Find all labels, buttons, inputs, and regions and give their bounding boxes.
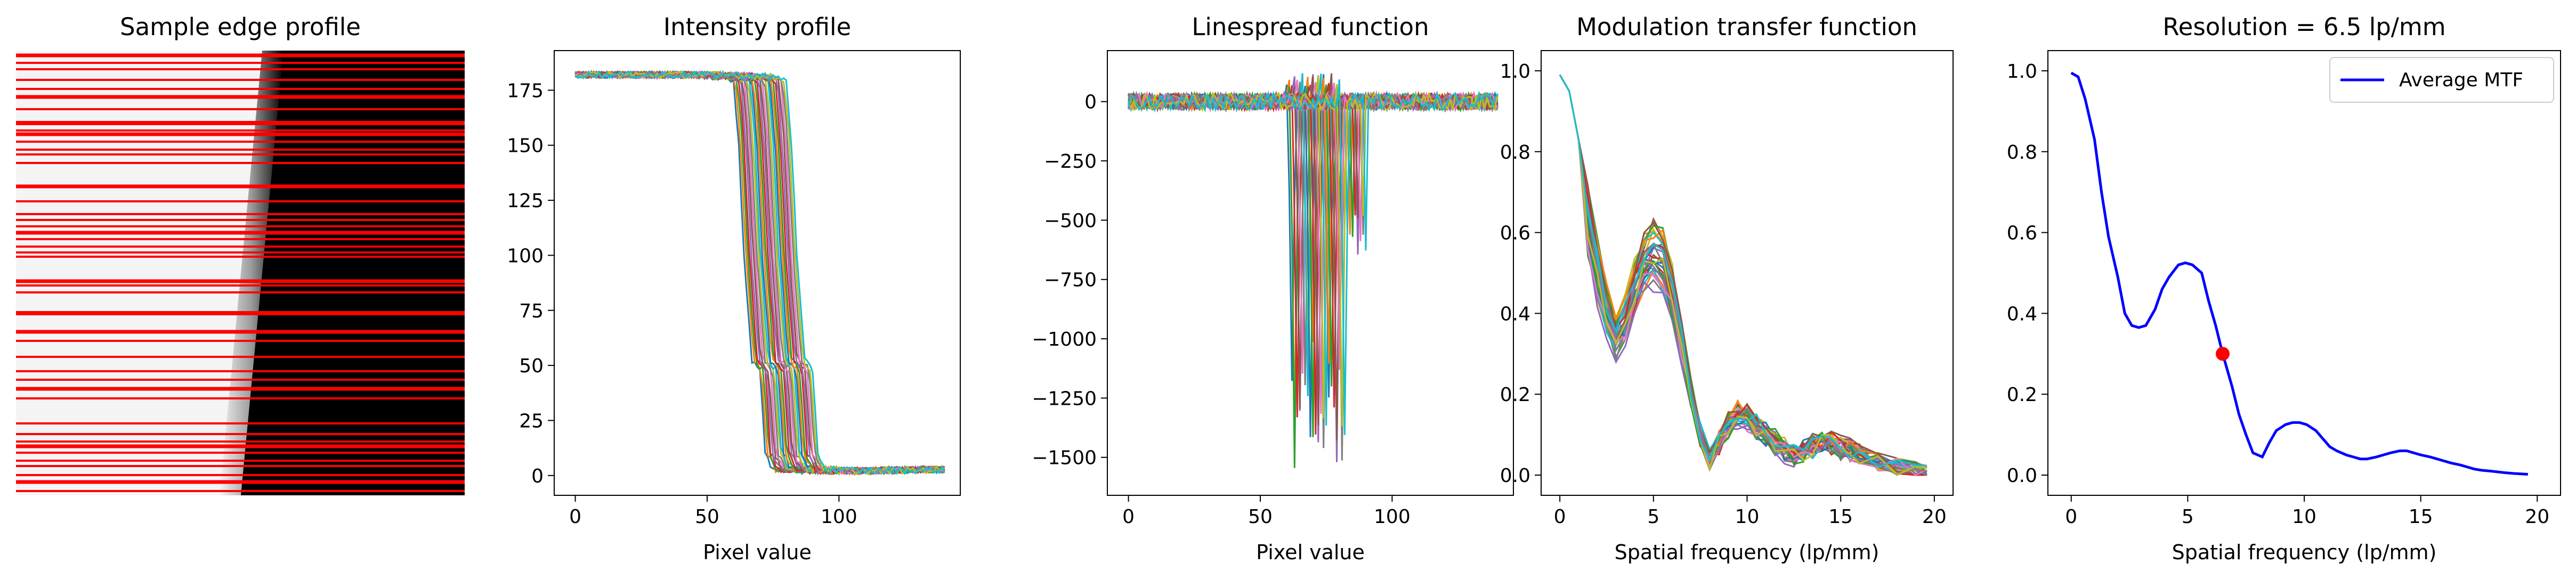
- x-tick-label: 5: [2182, 506, 2194, 528]
- x-tick-label: 20: [2525, 506, 2549, 528]
- y-tick-label: 175: [507, 80, 544, 102]
- y-tick-label: −500: [1044, 210, 1097, 232]
- mtf-series-line: [1559, 74, 1927, 476]
- y-tick-label: 0.4: [1500, 303, 1530, 325]
- axes-frame: [1107, 50, 1514, 496]
- y-tick-label: 0.6: [1500, 223, 1530, 244]
- y-tick-label: 100: [507, 245, 544, 267]
- y-tick-label: 150: [507, 135, 544, 157]
- x-axis-label: Spatial frequency (lp/mm): [1615, 541, 1880, 564]
- y-tick-label: 1.0: [2007, 61, 2037, 83]
- y-tick-label: 0.4: [2007, 303, 2037, 325]
- panel-title: Linespread function: [1192, 13, 1429, 41]
- legend-box: [2329, 57, 2554, 103]
- panel-linespread: Linespread function 0 50 100 0 −250 −500 −750 −…: [1032, 13, 1514, 564]
- y-tick-label: 0.2: [1500, 384, 1530, 406]
- x-tick-label: 10: [1735, 506, 1760, 528]
- panel-title: Sample edge profile: [120, 13, 361, 41]
- x-axis-label: Spatial frequency (lp/mm): [2172, 541, 2437, 564]
- legend-label: Average MTF: [2399, 69, 2523, 91]
- panel-resolution: Resolution = 6.5 lp/mm 0 5 10 15 20 0.0 0.2 0.4…: [2007, 13, 2561, 564]
- panel-title: Modulation transfer function: [1576, 13, 1917, 41]
- x-tick-label: 100: [1374, 506, 1411, 528]
- mtf-series-line: [1559, 74, 1927, 467]
- y-tick-label: −750: [1044, 269, 1097, 291]
- resolution-marker: [2215, 347, 2230, 361]
- x-tick-label: 0: [2065, 506, 2077, 528]
- y-tick-label: 0.0: [2007, 465, 2037, 487]
- x-axis-label: Pixel value: [703, 541, 812, 564]
- x-tick-label: 10: [2292, 506, 2316, 528]
- x-tick-label: 0: [569, 506, 581, 528]
- y-tick-label: 0: [531, 465, 544, 487]
- mtf-series-line: [1559, 74, 1927, 468]
- y-tick-label: 0.8: [1500, 142, 1530, 164]
- y-tick-label: −250: [1044, 151, 1097, 173]
- x-tick-label: 5: [1647, 506, 1659, 528]
- y-tick-label: 25: [519, 410, 544, 432]
- y-tick-label: −1000: [1032, 329, 1097, 350]
- y-tick-label: 0.2: [2007, 384, 2037, 406]
- intensity-series-line: [574, 71, 945, 476]
- x-tick-label: 100: [821, 506, 857, 528]
- mtf-series-line: [1559, 74, 1927, 475]
- panel-title: Intensity profile: [663, 13, 851, 41]
- average-mtf-line: [2070, 71, 2528, 476]
- x-tick-label: 15: [1828, 506, 1853, 528]
- x-tick-label: 0: [1554, 506, 1566, 528]
- y-tick-label: 50: [519, 355, 544, 377]
- x-tick-label: 15: [2409, 506, 2433, 528]
- edge-image: [16, 51, 465, 495]
- x-tick-label: 50: [1248, 506, 1273, 528]
- panel-sample-edge: Sample edge profile: [16, 13, 465, 495]
- y-tick-label: 0: [1084, 92, 1097, 113]
- axes-frame: [554, 50, 961, 496]
- x-axis-label: Pixel value: [1256, 541, 1365, 564]
- x-tick-label: 50: [695, 506, 719, 528]
- y-tick-label: 0.8: [2007, 142, 2037, 164]
- panel-mtf: Modulation transfer function 0 5 10 15 20 0.0…: [1500, 13, 1954, 564]
- legend: Average MTF: [2329, 57, 2554, 103]
- x-tick-label: 20: [1922, 506, 1947, 528]
- panel-intensity: Intensity profile 0 50 100 0 25 50 75 100 125 150…: [507, 13, 961, 564]
- axes-frame: [2047, 50, 2561, 496]
- y-tick-label: −1250: [1032, 388, 1097, 410]
- intensity-series-line: [575, 70, 945, 476]
- linespread-series-line: [1128, 79, 1498, 435]
- mtf-series-line: [1559, 74, 1927, 475]
- y-tick-label: 0.0: [1500, 465, 1530, 487]
- y-tick-label: 125: [507, 190, 544, 212]
- panel-title: Resolution = 6.5 lp/mm: [2162, 13, 2445, 41]
- y-tick-label: 75: [519, 300, 544, 322]
- y-tick-label: 1.0: [1500, 61, 1530, 83]
- x-tick-label: 0: [1122, 506, 1135, 528]
- y-tick-label: −1500: [1032, 447, 1097, 469]
- y-tick-label: 0.6: [2007, 223, 2037, 244]
